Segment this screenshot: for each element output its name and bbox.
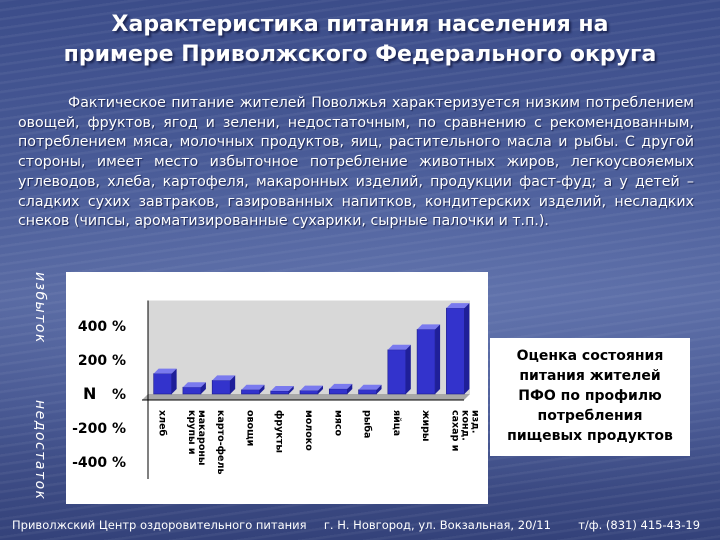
- bar-top: [300, 385, 323, 391]
- x-tick-label: сахар и: [449, 410, 460, 451]
- deficit-label: недостаток: [32, 400, 48, 501]
- x-tick-label-group: сахар и конд. изд.: [449, 410, 480, 451]
- bar: [416, 329, 436, 395]
- title-line-1: Характеристика питания населения на: [111, 12, 609, 37]
- bar-top: [417, 324, 441, 330]
- x-tick-label-group: карто-фель: [215, 410, 226, 474]
- bar-side: [318, 385, 323, 394]
- caption-line: питания жителей: [519, 368, 661, 384]
- bar-top: [153, 368, 177, 374]
- x-tick-label: яйца: [391, 410, 402, 436]
- bar: [387, 349, 407, 395]
- y-tick-label: %: [112, 387, 126, 403]
- bar-side: [200, 382, 206, 394]
- footer-address: г. Н. Новгород, ул. Вокзальная, 20/11: [323, 518, 551, 532]
- bar: [328, 388, 348, 395]
- bar-side: [171, 368, 177, 394]
- bar-side: [259, 384, 265, 394]
- bar-side: [405, 344, 411, 394]
- caption-line: Оценка состояния: [516, 348, 664, 364]
- caption-line: ПФО по профилю: [518, 388, 662, 404]
- page-title: Характеристика питания населения на прим…: [0, 10, 720, 70]
- bar-side: [288, 385, 294, 394]
- bar: [270, 390, 290, 395]
- bar-top: [329, 383, 353, 389]
- x-tick-label: изд.: [469, 410, 480, 433]
- caption-line: пищевых продуктов: [507, 428, 673, 444]
- footer-phone: т/ф. (831) 415-43-19: [578, 518, 701, 532]
- x-tick-label-group: мясо: [332, 410, 343, 436]
- caption-line: потребления: [537, 408, 643, 424]
- title-line-2: примере Приволжского Федерального округа: [63, 42, 657, 67]
- y-tick-label: -400 %: [72, 455, 126, 471]
- description-paragraph: Фактическое питание жителей Поволжья хар…: [18, 95, 694, 230]
- bar: [299, 390, 319, 395]
- x-tick-label: хлеб: [157, 410, 168, 437]
- bar-top: [446, 303, 470, 309]
- bar-top: [387, 344, 411, 350]
- bar-side: [347, 383, 353, 394]
- bar: [211, 380, 231, 395]
- bar: [241, 389, 260, 395]
- x-tick-label: рыба: [362, 410, 373, 438]
- bar: [446, 307, 465, 395]
- x-tick-label: макароны: [196, 410, 207, 466]
- footer: Приволжский Центр оздоровительного питан…: [12, 518, 712, 532]
- bar-top: [358, 384, 382, 390]
- x-tick-label-group: жиры: [420, 410, 431, 442]
- x-tick-label-group: хлеб: [157, 410, 168, 437]
- x-tick-label-group: яйца: [391, 410, 402, 436]
- y-tick-label: 200 %: [78, 353, 126, 369]
- x-tick-label-group: фрукты: [274, 410, 285, 453]
- bar-top: [241, 384, 265, 390]
- footer-org: Приволжский Центр оздоровительного питан…: [12, 518, 307, 532]
- bar-top: [212, 375, 236, 381]
- zero-label: N: [83, 384, 96, 403]
- bar-side: [230, 375, 236, 394]
- x-tick-label: мясо: [332, 410, 343, 436]
- chart-caption-box: Оценка состояния питания жителей ПФО по …: [490, 338, 690, 456]
- x-tick-label: фрукты: [274, 410, 285, 453]
- x-tick-label-group: овощи: [244, 410, 255, 446]
- x-tick-label: крупы и: [186, 410, 197, 455]
- bar-side: [435, 324, 441, 394]
- bar-top: [270, 385, 294, 391]
- plot-floor: [142, 394, 470, 400]
- y-tick-label: -200 %: [72, 421, 126, 437]
- y-tick-label: 400 %: [78, 319, 126, 335]
- excess-label: избыток: [32, 272, 48, 344]
- x-tick-label: жиры: [420, 410, 431, 442]
- bar: [182, 386, 202, 395]
- x-tick-label-group: крупы и макароны: [186, 410, 207, 466]
- x-tick-label-group: рыба: [362, 410, 373, 438]
- bar-top: [182, 382, 206, 388]
- bar: [153, 373, 172, 395]
- x-tick-label-group: молоко: [303, 410, 314, 451]
- x-tick-label: карто-фель: [215, 410, 226, 474]
- plot-wall: [148, 300, 470, 394]
- x-tick-label: конд.: [459, 410, 470, 441]
- bar-side: [464, 303, 470, 394]
- bar-side: [376, 384, 382, 394]
- x-tick-label: овощи: [244, 410, 255, 446]
- bar: [358, 389, 377, 395]
- x-tick-label: молоко: [303, 410, 314, 451]
